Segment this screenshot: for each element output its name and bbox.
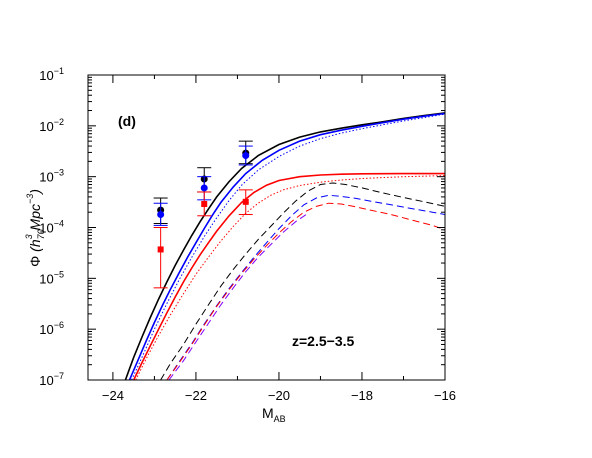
data-point-1 [157, 211, 165, 219]
series-line-0 [124, 112, 445, 380]
y-tick-label: 10−6 [39, 320, 64, 337]
data-points [153, 140, 253, 289]
data-point-2 [157, 246, 164, 253]
series-line-7 [166, 202, 445, 380]
series-line-3 [132, 172, 445, 380]
redshift-range-label: z=2.5−3.5 [292, 333, 354, 349]
x-tick-label: −24 [102, 388, 124, 403]
y-tick-label: 10−3 [39, 168, 64, 185]
data-point-8 [242, 198, 249, 205]
x-tick-label: −20 [268, 388, 290, 403]
y-tick-label: 10−5 [39, 269, 64, 286]
x-axis-label: MAB [262, 405, 286, 424]
series-line-5 [160, 182, 445, 380]
model-curves [124, 112, 445, 380]
y-tick-label: 10−1 [39, 66, 64, 83]
data-point-4 [200, 184, 208, 192]
x-tick-label: −22 [185, 388, 207, 403]
data-point-7 [242, 152, 250, 160]
axis-ticks: −24 −22 −20 −18 −16 10−7 10−6 10−5 10−4 10−3 10−2 1… [39, 66, 456, 403]
data-point-5 [201, 200, 208, 207]
x-tick-label: −16 [434, 388, 456, 403]
y-tick-label: 10−7 [39, 371, 64, 388]
series-line-8 [168, 212, 309, 380]
y-tick-label: 10−4 [39, 219, 64, 236]
series-line-1 [128, 112, 445, 380]
x-tick-label: −18 [351, 388, 373, 403]
series-line-2 [131, 113, 445, 380]
y-axis-label: Φ (h703 Mpc−3) [24, 189, 46, 267]
series-line-6 [166, 194, 445, 380]
y-tick-label: 10−2 [39, 117, 64, 134]
panel-label: (d) [118, 113, 136, 129]
